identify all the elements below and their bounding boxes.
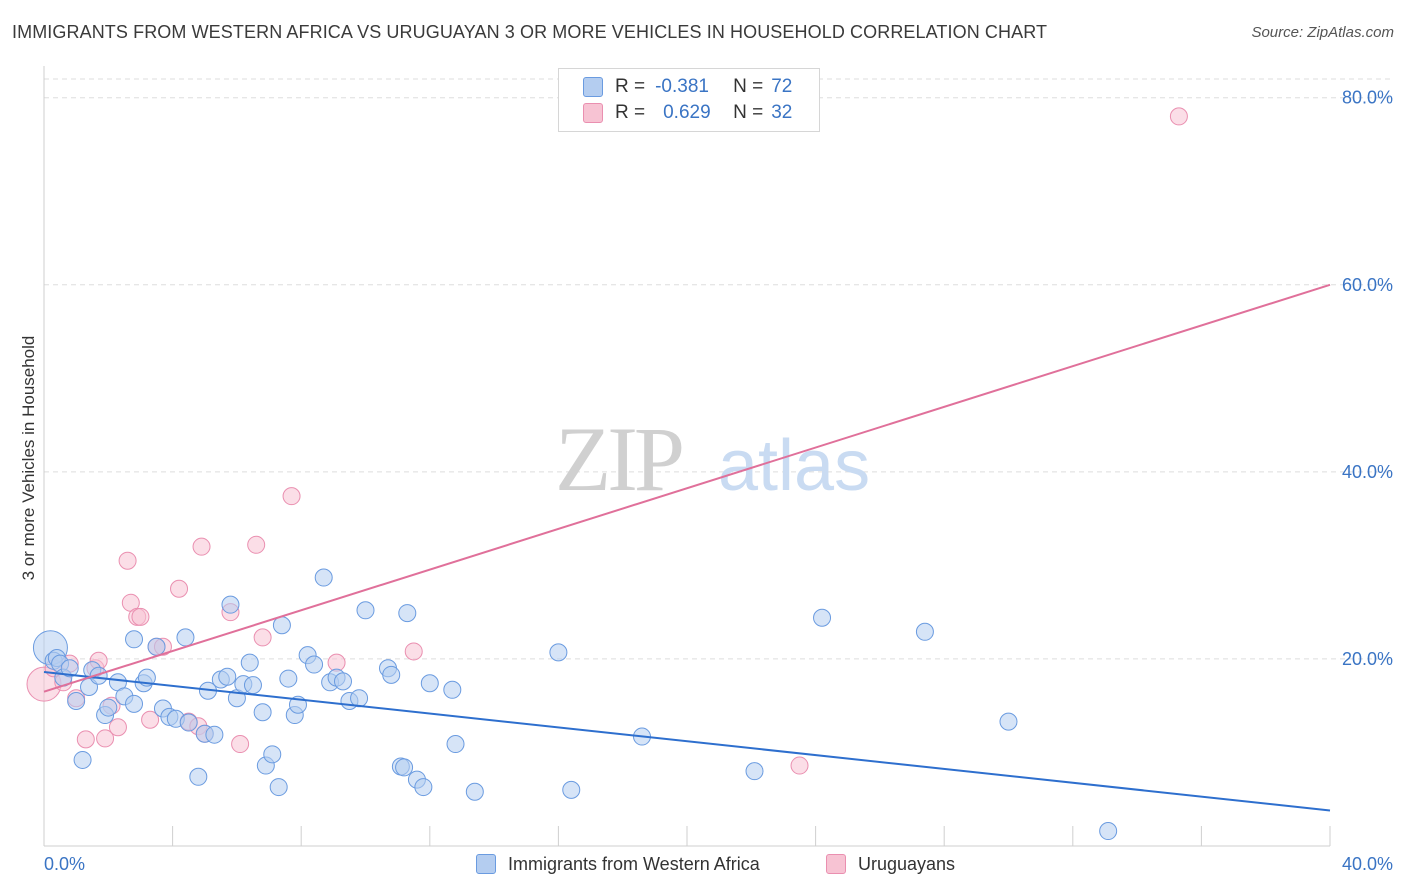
x-tick-label: 0.0% xyxy=(44,854,85,874)
uruguayans-point xyxy=(131,607,150,626)
source-label: Source: ZipAtlas.com xyxy=(1251,24,1394,41)
western-africa-point xyxy=(89,666,108,685)
western-africa-point xyxy=(356,601,375,620)
western-africa-point xyxy=(60,659,79,678)
y-tick-label: 80.0% xyxy=(1342,88,1393,108)
western-africa-point xyxy=(125,630,144,649)
legend-n-value: 32 xyxy=(771,102,793,123)
y-tick-label: 60.0% xyxy=(1342,275,1393,295)
uruguayans-point xyxy=(253,628,272,647)
western-africa-point xyxy=(465,782,484,801)
western-africa-point xyxy=(240,653,259,672)
legend-r-label: R = xyxy=(615,76,646,97)
western-africa-point xyxy=(189,767,208,786)
western-africa-point xyxy=(549,643,568,662)
legend-swatch-uruguayans xyxy=(583,103,603,123)
western-africa-point xyxy=(813,608,832,627)
western-africa-point xyxy=(420,674,439,693)
x-tick-label: 40.0% xyxy=(1342,854,1393,874)
western-africa-point xyxy=(562,780,581,799)
western-africa-point xyxy=(314,568,333,587)
uruguayans-point xyxy=(96,729,115,748)
western-africa-point xyxy=(176,628,195,647)
uruguayans-point xyxy=(327,653,346,672)
western-africa-point xyxy=(269,778,288,797)
legend-r-value: 0.629 xyxy=(663,102,711,123)
trend-lines xyxy=(43,283,1331,812)
y-tick-label: 20.0% xyxy=(1342,649,1393,669)
legend-swatch-western-africa xyxy=(476,854,496,874)
western-africa-point xyxy=(67,692,86,711)
western-africa-point xyxy=(218,667,237,686)
western-africa-point xyxy=(999,712,1018,731)
western-africa-point xyxy=(221,595,240,614)
correlation-legend: R = -0.381 N = 72 R = 0.629 N = 32 xyxy=(558,68,820,132)
legend-swatch-uruguayans xyxy=(826,854,846,874)
western-africa-point xyxy=(915,622,934,641)
trendline-uruguayans xyxy=(43,283,1331,693)
tick-labels: 20.0% 40.0% 60.0% 80.0% 0.0% 40.0% xyxy=(44,88,1393,874)
western-africa-point xyxy=(279,669,298,688)
legend-row-uruguayans: R = 0.629 N = 32 xyxy=(583,100,792,126)
legend-label-uruguayans: Uruguayans xyxy=(858,853,956,874)
legend-n-label: N = xyxy=(733,76,764,97)
legend-row-western-africa: R = -0.381 N = 72 xyxy=(583,74,792,100)
uruguayans-point xyxy=(76,730,95,749)
y-tick-label: 40.0% xyxy=(1342,462,1393,482)
western-africa-point xyxy=(263,745,282,764)
chart-title: IMMIGRANTS FROM WESTERN AFRICA VS URUGUA… xyxy=(12,22,1048,42)
western-africa-point xyxy=(745,762,764,781)
uruguayans-point xyxy=(108,718,127,737)
western-africa-point xyxy=(382,665,401,684)
western-africa-point xyxy=(305,655,324,674)
grid-layer xyxy=(44,78,1393,660)
trendline-western-africa xyxy=(43,671,1331,812)
legend-r-value: -0.381 xyxy=(655,76,709,97)
legend-item-uruguayans: Uruguayans xyxy=(826,852,955,876)
western-africa-point xyxy=(253,703,272,722)
uruguayans-point xyxy=(404,642,423,661)
western-africa-point xyxy=(333,672,352,691)
western-africa-point xyxy=(99,698,118,717)
uruguayans-point xyxy=(1169,107,1188,126)
uruguayans-point xyxy=(231,735,250,754)
western-africa-point xyxy=(350,689,369,708)
uruguayans-point xyxy=(192,537,211,556)
western-africa-point xyxy=(398,604,417,623)
western-africa-point xyxy=(414,778,433,797)
uruguayans-point xyxy=(282,487,301,506)
legend-label-western-africa: Immigrants from Western Africa xyxy=(508,853,760,874)
uruguayans-point xyxy=(790,756,809,775)
watermark-zip: ZIP xyxy=(555,408,682,510)
legend-n-value: 72 xyxy=(771,76,793,97)
western-africa-point xyxy=(243,676,262,695)
legend-n-label: N = xyxy=(733,102,764,123)
western-africa-point xyxy=(1099,822,1118,841)
uruguayans-point xyxy=(141,710,160,729)
western-africa-point xyxy=(73,750,92,769)
y-axis-label: 3 or more Vehicles in Household xyxy=(19,336,38,581)
western-africa-point xyxy=(205,725,224,744)
axis-layer xyxy=(43,66,1331,847)
western-africa-point xyxy=(147,637,166,656)
western-africa-point xyxy=(443,680,462,699)
legend-swatch-western-africa xyxy=(583,77,603,97)
legend-r-label: R = xyxy=(615,102,646,123)
watermark: ZIP atlas xyxy=(555,408,870,510)
legend-item-western-africa: Immigrants from Western Africa xyxy=(476,852,760,876)
uruguayans-point xyxy=(118,551,137,570)
uruguayans-point xyxy=(170,579,189,598)
uruguayans-point xyxy=(247,535,266,554)
western-africa-point xyxy=(179,713,198,732)
western-africa-point xyxy=(446,735,465,754)
western-africa-points xyxy=(32,568,1118,841)
western-africa-point xyxy=(125,694,144,713)
western-africa-point xyxy=(395,758,414,777)
